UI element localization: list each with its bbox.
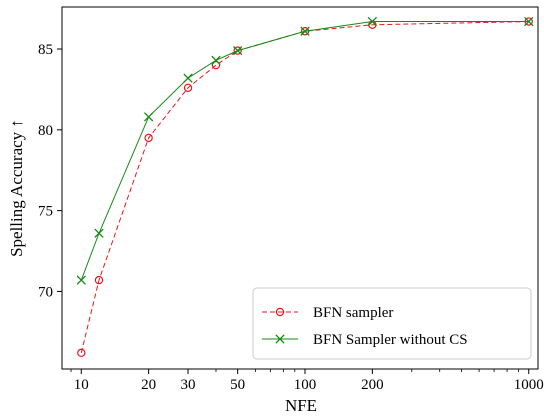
x-tick-label: 1000	[514, 377, 544, 393]
series-line	[80, 21, 529, 281]
x-tick-label: 20	[141, 377, 156, 393]
data-point	[143, 112, 154, 122]
axes-frame	[61, 6, 539, 370]
x-axis-ticks: 10 20 30 50 100 200 1000	[70, 369, 544, 393]
x-tick-label: 200	[361, 377, 384, 393]
data-point	[211, 60, 221, 70]
legend-label: BFN sampler	[313, 305, 393, 321]
x-tick-label: 30	[181, 377, 196, 393]
data-point	[94, 275, 104, 285]
data-point	[183, 83, 193, 93]
x-tick-label: 100	[294, 377, 317, 393]
data-point	[77, 348, 86, 358]
data-point	[524, 16, 534, 27]
legend-marker	[275, 334, 285, 344]
data-point	[233, 45, 243, 56]
y-axis-ticks: 70 75 80 85	[38, 42, 62, 300]
y-tick-label: 80	[38, 123, 53, 139]
data-point	[144, 133, 153, 143]
x-axis-label: NFE	[285, 396, 317, 415]
legend-marker	[275, 307, 285, 317]
series-line	[80, 21, 529, 353]
data-point	[233, 46, 242, 55]
data-point	[367, 16, 378, 27]
legend-entry: BFN Sampler without CS	[262, 332, 468, 348]
data-point	[211, 55, 221, 65]
y-tick-label: 75	[38, 204, 53, 220]
data-point	[300, 27, 310, 36]
legend: BFN sampler BFN Sampler without CS	[252, 287, 532, 360]
data-point	[183, 73, 193, 83]
legend-entry: BFN sampler	[262, 305, 393, 321]
x-tick-label: 10	[74, 377, 89, 393]
legend-frame	[252, 287, 532, 360]
legend-label: BFN Sampler without CS	[313, 332, 468, 348]
series-2	[76, 16, 534, 285]
data-point	[300, 26, 310, 36]
y-axis-label: Spelling Accuracy ↑	[7, 119, 26, 257]
y-tick-label: 85	[38, 42, 53, 58]
x-tick-label: 50	[230, 377, 245, 393]
y-tick-label: 70	[38, 284, 53, 300]
data-point	[94, 228, 104, 238]
plot-area	[76, 16, 534, 358]
data-point	[76, 275, 86, 285]
